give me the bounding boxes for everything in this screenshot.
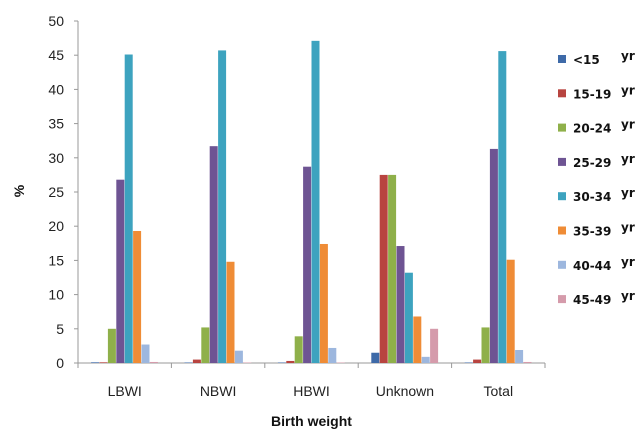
y-tick-label: 35 xyxy=(48,116,64,132)
bar xyxy=(489,148,498,363)
y-axis: 0 5 10 15 20 25 30 35 40 45 50 xyxy=(48,13,79,371)
legend: <15 yr 15-19 yr 20-24 yr 25-29 yr 30-34 yr 35-39 yr… xyxy=(558,49,635,307)
bar xyxy=(421,356,430,363)
bar xyxy=(388,174,397,363)
bar xyxy=(523,361,532,363)
bar xyxy=(234,350,243,363)
bar xyxy=(336,362,345,363)
legend-label: 15-19 xyxy=(573,87,611,101)
legend-unit: yr xyxy=(621,186,635,200)
bar xyxy=(124,54,133,364)
legend-swatch xyxy=(558,55,566,63)
bar xyxy=(201,327,210,363)
legend-unit: yr xyxy=(621,221,635,235)
legend-swatch xyxy=(558,192,566,201)
bar xyxy=(515,350,524,363)
legend-label: 30-34 xyxy=(573,190,611,204)
legend-label: <15 xyxy=(573,53,600,67)
bar xyxy=(91,362,100,363)
bar xyxy=(404,272,413,363)
bar xyxy=(149,361,158,363)
bar xyxy=(107,328,116,363)
bar xyxy=(379,174,388,363)
bar xyxy=(133,230,142,363)
legend-label: 45-49 xyxy=(573,293,611,307)
bar xyxy=(116,179,125,363)
legend-label: 20-24 xyxy=(573,122,611,136)
y-tick-label: 5 xyxy=(56,321,64,337)
x-axis: LBWI NBWI HBWI Unknown Total xyxy=(77,362,546,399)
bar xyxy=(396,246,405,363)
bar xyxy=(328,347,337,363)
legend-swatch xyxy=(558,157,566,166)
x-axis-title: Birth weight xyxy=(271,413,352,429)
y-tick-label: 40 xyxy=(48,81,64,97)
bar xyxy=(498,51,507,363)
bar xyxy=(473,359,482,363)
bar xyxy=(319,243,328,363)
bars xyxy=(91,40,532,364)
legend-unit: yr xyxy=(621,289,635,303)
legend-swatch xyxy=(558,226,566,235)
bar xyxy=(192,359,201,363)
legend-unit: yr xyxy=(621,255,635,269)
bar xyxy=(464,362,473,363)
bar xyxy=(218,50,227,364)
x-tick-label: Total xyxy=(484,383,514,399)
legend-swatch xyxy=(558,295,566,304)
bar xyxy=(99,362,108,363)
y-tick-label: 50 xyxy=(48,13,64,29)
y-tick-label: 45 xyxy=(48,47,64,63)
y-axis-title: % xyxy=(11,184,27,197)
legend-unit: yr xyxy=(621,83,635,97)
y-tick-label: 10 xyxy=(48,287,64,303)
legend-unit: yr xyxy=(621,118,635,132)
legend-unit: yr xyxy=(621,152,635,166)
legend-swatch xyxy=(558,260,566,269)
bar xyxy=(303,166,312,363)
y-tick-label: 25 xyxy=(48,184,64,200)
legend-swatch xyxy=(558,123,566,132)
legend-unit: yr xyxy=(621,49,635,63)
x-tick-label: LBWI xyxy=(108,383,142,399)
bar xyxy=(209,146,218,363)
y-tick-label: 30 xyxy=(48,150,64,166)
bar xyxy=(243,362,252,363)
y-tick-label: 0 xyxy=(56,355,64,371)
bar xyxy=(286,360,295,363)
bar xyxy=(311,40,320,363)
bar xyxy=(430,328,439,363)
bar xyxy=(371,352,380,363)
legend-swatch xyxy=(558,89,566,98)
bar xyxy=(141,344,150,363)
legend-label: 25-29 xyxy=(573,156,611,170)
bar xyxy=(294,336,303,363)
x-tick-label: HBWI xyxy=(293,383,330,399)
y-tick-label: 20 xyxy=(48,218,64,234)
bar xyxy=(184,362,193,363)
bar xyxy=(506,259,515,363)
bar xyxy=(226,261,235,363)
x-tick-label: Unknown xyxy=(376,383,434,399)
legend-label: 35-39 xyxy=(573,225,611,239)
bar xyxy=(481,327,490,363)
y-tick-label: 15 xyxy=(48,252,64,268)
bar xyxy=(413,316,422,363)
x-tick-label: NBWI xyxy=(200,383,237,399)
bar xyxy=(277,362,286,363)
legend-label: 40-44 xyxy=(573,259,611,273)
